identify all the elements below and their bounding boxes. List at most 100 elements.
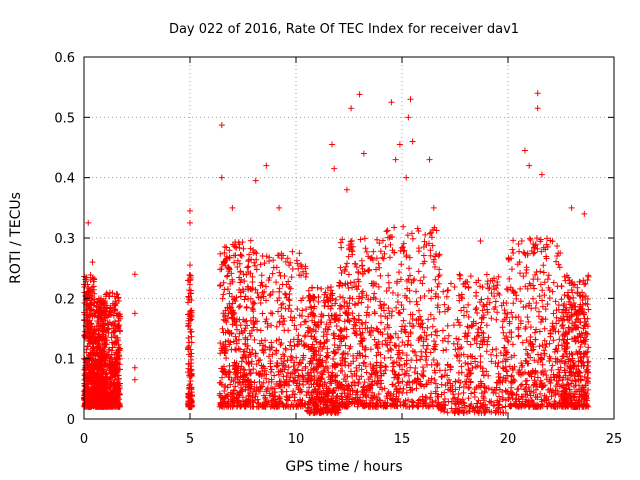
- data-point: [131, 271, 138, 278]
- data-point: [293, 326, 300, 333]
- data-point: [430, 204, 437, 211]
- data-point: [320, 343, 327, 350]
- data-point: [99, 358, 106, 365]
- data-point: [564, 336, 571, 343]
- y-tick-label: 0.5: [54, 111, 75, 126]
- data-point: [295, 265, 302, 272]
- data-point: [357, 394, 364, 401]
- data-point: [219, 365, 226, 372]
- data-point: [356, 325, 363, 332]
- data-point: [288, 346, 295, 353]
- data-point: [81, 392, 88, 399]
- data-point: [507, 284, 514, 291]
- data-point: [318, 375, 325, 382]
- data-point: [113, 312, 120, 319]
- data-point: [258, 373, 265, 380]
- data-point: [542, 246, 549, 253]
- data-point: [400, 240, 407, 247]
- data-point: [332, 364, 339, 371]
- data-point: [334, 316, 341, 323]
- data-point: [186, 271, 193, 278]
- data-point: [239, 373, 246, 380]
- data-point: [455, 369, 462, 376]
- data-point: [89, 259, 96, 266]
- data-point: [338, 269, 345, 276]
- data-point: [422, 394, 429, 401]
- data-point: [464, 332, 471, 339]
- data-point: [468, 360, 475, 367]
- data-point: [564, 362, 571, 369]
- data-point: [283, 281, 290, 288]
- data-point: [513, 295, 520, 302]
- data-point: [552, 403, 559, 410]
- data-point: [474, 329, 481, 336]
- data-point: [417, 381, 424, 388]
- data-point: [322, 363, 329, 370]
- data-point: [305, 346, 312, 353]
- data-point: [355, 300, 362, 307]
- data-point: [238, 363, 245, 370]
- data-point: [570, 403, 577, 410]
- data-point: [522, 357, 529, 364]
- data-point: [370, 282, 377, 289]
- data-point: [577, 343, 584, 350]
- data-point: [377, 368, 384, 375]
- data-point: [298, 297, 305, 304]
- data-point: [346, 295, 353, 302]
- data-point: [377, 397, 384, 404]
- data-point: [370, 365, 377, 372]
- data-point: [266, 392, 273, 399]
- data-point: [226, 374, 233, 381]
- data-point: [222, 329, 229, 336]
- data-point: [320, 394, 327, 401]
- data-point: [246, 251, 253, 258]
- data-point: [561, 369, 568, 376]
- data-point: [464, 323, 471, 330]
- data-point: [373, 325, 380, 332]
- data-point: [430, 345, 437, 352]
- data-point: [411, 369, 418, 376]
- data-point: [89, 289, 96, 296]
- data-point: [277, 367, 284, 374]
- data-point: [95, 319, 102, 326]
- data-point: [519, 370, 526, 377]
- data-point: [338, 381, 345, 388]
- data-point: [356, 295, 363, 302]
- data-point: [349, 395, 356, 402]
- data-point: [344, 401, 351, 408]
- data-point: [432, 341, 439, 348]
- data-point: [235, 397, 242, 404]
- data-point: [309, 284, 316, 291]
- data-point: [419, 372, 426, 379]
- data-point: [188, 312, 195, 319]
- data-point: [553, 258, 560, 265]
- data-point: [332, 296, 339, 303]
- data-point: [548, 393, 555, 400]
- data-point: [396, 269, 403, 276]
- data-point: [455, 336, 462, 343]
- data-point: [312, 386, 319, 393]
- data-point: [564, 353, 571, 360]
- data-point: [254, 318, 261, 325]
- data-point: [481, 383, 488, 390]
- data-point: [445, 304, 452, 311]
- data-point: [187, 381, 194, 388]
- data-point: [473, 289, 480, 296]
- data-point: [561, 301, 568, 308]
- data-point: [427, 252, 434, 259]
- data-point: [341, 298, 348, 305]
- y-tick-label: 0: [67, 413, 75, 428]
- data-point: [418, 334, 425, 341]
- data-point: [302, 265, 309, 272]
- data-point: [311, 294, 318, 301]
- data-point: [358, 366, 365, 373]
- data-point: [103, 290, 110, 297]
- data-point: [441, 389, 448, 396]
- data-point: [297, 403, 304, 410]
- data-point: [309, 357, 316, 364]
- data-point: [103, 351, 110, 358]
- data-point: [315, 385, 322, 392]
- data-point: [249, 273, 256, 280]
- data-point: [438, 374, 445, 381]
- data-point: [216, 392, 223, 399]
